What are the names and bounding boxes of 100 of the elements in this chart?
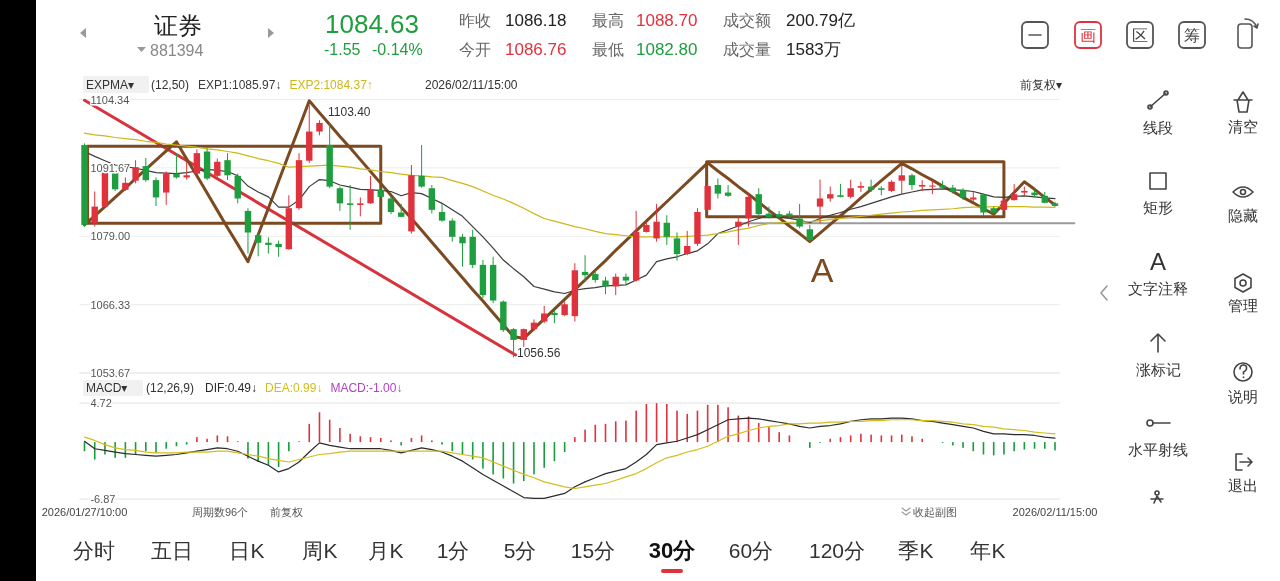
y-tick-label: -6.87 — [90, 493, 116, 505]
text: 1088.70 — [636, 11, 698, 30]
candlestick — [357, 196, 364, 217]
text: 前复权 — [270, 506, 303, 518]
y-tick-label: 1104.34 — [90, 93, 130, 106]
y-tick-label: 1066.33 — [90, 298, 131, 311]
text: 5分 — [503, 539, 537, 562]
text: 五日 — [151, 539, 193, 562]
text: 60分 — [728, 539, 774, 562]
text: 水平射线 — [1128, 441, 1188, 458]
candlestick — [234, 173, 241, 204]
text: 1583万 — [786, 40, 841, 59]
candlestick — [459, 233, 466, 267]
candlestick — [265, 236, 272, 255]
candlestick — [929, 180, 936, 195]
candlestick — [755, 187, 762, 216]
text: A — [1149, 248, 1167, 275]
text: 昨收 — [459, 12, 491, 29]
text: 季K — [898, 539, 934, 562]
candlestick — [132, 159, 139, 184]
text: MACD▾ — [86, 381, 128, 395]
text: 30分 — [648, 538, 697, 563]
text: (12,50) — [151, 78, 190, 92]
candlestick — [510, 327, 517, 358]
text: 筹 — [1184, 27, 1200, 44]
text: 分时 — [73, 539, 115, 562]
text: 成交额 — [723, 12, 771, 29]
y-tick-label: 1053.67 — [90, 367, 131, 379]
candlestick — [244, 207, 252, 255]
series-label: MACD:-1.00↓ — [330, 381, 403, 395]
candlestick — [704, 182, 711, 213]
text: -1.55 — [324, 41, 361, 58]
text: EXP2:1084.37↑ — [289, 78, 373, 92]
y-tick-label: 1079.00 — [90, 230, 131, 243]
candlestick — [91, 190, 98, 228]
text: 画 — [1080, 27, 1096, 44]
annotation: A — [810, 251, 834, 289]
text: 最低 — [592, 41, 624, 58]
text: (12,26,9) — [146, 381, 195, 395]
text: 区 — [1132, 27, 1148, 44]
candlestick — [163, 171, 170, 206]
text: 说明 — [1228, 388, 1258, 405]
candlestick — [745, 192, 752, 228]
text: DIF:0.49↓ — [205, 381, 258, 395]
text: 1084.63 — [325, 9, 419, 39]
candlestick — [857, 181, 865, 193]
text: 退出 — [1228, 477, 1258, 494]
y-tick-label: 1091.67 — [90, 161, 131, 174]
text: 成交量 — [723, 41, 771, 58]
candlestick — [142, 157, 149, 183]
chart-title: 证券 — [154, 12, 202, 39]
annotation: 1056.56 — [517, 346, 561, 360]
text: EXP1:1085.97↓ — [198, 78, 282, 92]
candlestick — [796, 203, 803, 229]
candlestick — [346, 184, 354, 231]
candlestick — [673, 232, 681, 262]
text: 200.79亿 — [786, 11, 855, 30]
candlestick — [418, 144, 425, 189]
text: 1086.76 — [505, 40, 567, 59]
candlestick — [898, 164, 905, 195]
text: 15分 — [570, 539, 616, 562]
text: 周期数96个 — [192, 506, 249, 518]
candlestick — [653, 203, 660, 243]
text: 年K — [970, 539, 1006, 562]
candlestick — [193, 148, 201, 175]
y-tick-label: 4.72 — [90, 397, 112, 409]
text: 收起副图 — [913, 506, 957, 518]
candlestick — [847, 179, 854, 199]
text: 矩形 — [1143, 199, 1173, 216]
candlestick — [735, 216, 742, 246]
text: 文字注释 — [1128, 280, 1188, 297]
text: 120分 — [808, 539, 866, 562]
candlestick — [428, 184, 436, 215]
candlestick — [254, 232, 262, 257]
candlestick — [663, 214, 670, 246]
text: 1086.18 — [505, 11, 567, 30]
candlestick — [224, 152, 231, 181]
candlestick — [816, 179, 824, 224]
text: 涨标记 — [1135, 361, 1181, 378]
text: 今开 — [459, 41, 491, 58]
candlestick — [438, 202, 446, 223]
candlestick — [714, 178, 722, 199]
text: -0.14% — [372, 41, 423, 58]
text: DEA:0.99↓ — [265, 381, 323, 395]
text: EXPMA▾ — [86, 78, 135, 92]
text: 周K — [302, 539, 338, 562]
candlestick — [1010, 183, 1018, 202]
text: 2026/02/11/15:00 — [425, 78, 518, 92]
candlestick — [336, 186, 344, 212]
text: 隐藏 — [1228, 207, 1258, 224]
text: 线段 — [1143, 119, 1173, 136]
candlestick — [367, 175, 374, 205]
text: 1分 — [436, 539, 470, 562]
candlestick — [214, 158, 221, 178]
text: 最高 — [592, 12, 624, 29]
candlestick — [622, 273, 630, 286]
annotation: 1103.40 — [328, 105, 371, 119]
text: 1082.80 — [636, 40, 698, 59]
text: 清空 — [1228, 118, 1258, 135]
text: 日K — [229, 539, 265, 562]
